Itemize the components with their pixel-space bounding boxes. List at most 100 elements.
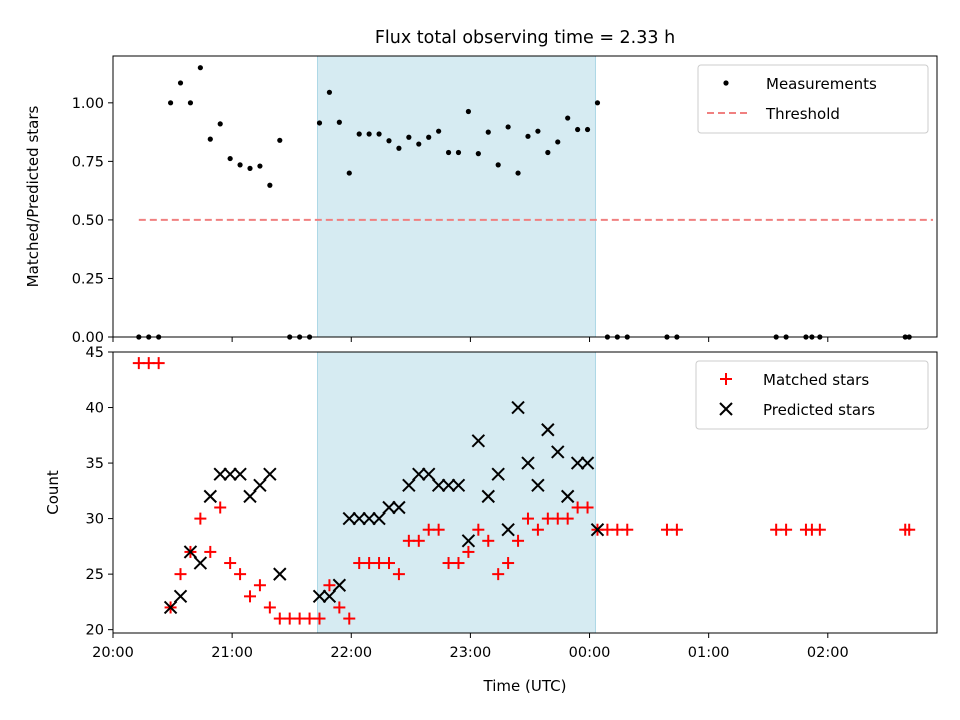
predicted-star-stroke-b (431, 478, 446, 492)
measurement-point (505, 124, 511, 130)
measurement-point (267, 182, 273, 188)
y-tick-label: 35 (86, 456, 104, 472)
predicted-star-point (531, 478, 545, 492)
y-tick-label: 0.50 (72, 213, 104, 229)
predicted-star-stroke-b (183, 545, 198, 559)
matched-star-point (263, 601, 276, 614)
ratio-marks (136, 65, 934, 340)
count-marks (132, 357, 916, 625)
predicted-star-stroke-b (531, 478, 545, 492)
observing-span (317, 351, 596, 634)
matched-star-point (214, 501, 227, 514)
predicted-star-point (580, 456, 595, 470)
predicted-legend-marker (719, 402, 733, 416)
measurement-point (247, 165, 253, 171)
matched-star-point (462, 545, 475, 558)
predicted-star-point (431, 478, 446, 492)
measurement-point (594, 100, 601, 106)
x-tick-label: 20:00 (92, 645, 134, 661)
predicted-star-point (362, 511, 376, 526)
predicted-star-stroke-b (332, 578, 347, 592)
predicted-star-point (253, 478, 267, 492)
matched-star-point (903, 523, 916, 536)
predicted-star-point (243, 489, 257, 504)
predicted-star-stroke-b (511, 400, 525, 415)
predicted-star-stroke-b (233, 467, 247, 481)
matched-star-point (581, 501, 594, 514)
x-axis-label: Time (UTC) (483, 677, 567, 695)
predicted-star-stroke-b (541, 423, 555, 437)
predicted-star-stroke-b (412, 467, 426, 481)
predicted-star-stroke-b (560, 489, 575, 504)
measurement-point (475, 151, 481, 157)
predicted-star-stroke-b (273, 567, 287, 581)
matched-star-point (204, 545, 217, 558)
predicted-star-point (213, 467, 227, 481)
predicted-star-stroke-b (501, 523, 515, 537)
measurement-point (495, 162, 501, 168)
measurement-point (565, 115, 571, 121)
predicted-star-stroke-b (173, 589, 188, 604)
predicted-star-point (590, 523, 605, 537)
measurement-point (396, 145, 402, 151)
ratio-axes-frame (112, 55, 938, 338)
predicted-star-point (471, 434, 486, 448)
predicted-star-point (421, 467, 436, 481)
measurement-point (376, 131, 382, 137)
predicted-star-stroke-b (253, 478, 267, 492)
matched-star-point (621, 523, 634, 536)
predicted-star-stroke-b (312, 589, 327, 604)
measurement-point (197, 65, 203, 71)
predicted-star-stroke-b (223, 467, 237, 481)
ratio-y-ticks: 0.00 0.25 0.50 0.75 1.00 (72, 96, 113, 346)
matched-star-point (780, 523, 793, 536)
predicted-star-stroke-b (193, 556, 208, 570)
predicted-star-point (352, 511, 366, 526)
predicted-star-stroke-b (421, 467, 436, 481)
predicted-star-stroke-b (402, 478, 416, 492)
measurement-point (277, 137, 283, 143)
measurement-point (584, 126, 591, 133)
matched-star-point (152, 357, 165, 370)
measurements-legend-marker (723, 80, 729, 86)
matched-star-point (333, 601, 346, 614)
predicted-star-point (491, 467, 505, 481)
predicted-star-point (461, 534, 476, 548)
matched-star-point (194, 512, 207, 525)
predicted-star-point (273, 567, 287, 581)
count-x-ticks: 20:00 21:00 22:00 23:00 00:00 01:00 02:00 (92, 633, 849, 661)
measurement-point (436, 128, 442, 134)
ratio-y-label: Matched/Predicted stars (24, 106, 42, 288)
y-tick-label: 45 (86, 345, 104, 361)
ratio-panel: 0.00 0.25 0.50 0.75 1.00 Matched/Predicted s… (24, 55, 938, 346)
count-y-ticks: 20 25 30 35 40 45 (86, 345, 113, 639)
measurement-point (227, 155, 233, 162)
observing-span (317, 55, 596, 338)
ratio-x-ticks (112, 337, 829, 342)
measurement-point (515, 170, 521, 176)
predicted-star-point (322, 589, 337, 604)
predicted-star-stroke-b (352, 511, 366, 526)
count-y-label: Count (44, 470, 62, 515)
matched-star-point (670, 523, 683, 536)
predicted-star-stroke-b (481, 489, 495, 504)
predicted-star-point (511, 400, 525, 415)
matched-legend-label: Matched stars (763, 371, 869, 389)
measurement-point (485, 129, 491, 135)
measurement-point (257, 163, 263, 169)
x-tick-label: 02:00 (807, 645, 849, 661)
matched-star-point (392, 568, 405, 581)
predicted-star-stroke-b (372, 511, 386, 526)
predicted-star-point (183, 545, 198, 559)
y-tick-label: 25 (86, 567, 104, 583)
matched-star-point (432, 523, 445, 536)
predicted-star-stroke-b (243, 489, 257, 504)
predicted-star-stroke-b (441, 478, 456, 492)
measurements-legend-label: Measurements (766, 75, 877, 93)
matched-star-point (482, 534, 495, 547)
count-legend-box (695, 360, 929, 430)
matched-star-point (253, 579, 266, 592)
measurement-point (545, 149, 551, 156)
predicted-star-point (451, 478, 466, 492)
